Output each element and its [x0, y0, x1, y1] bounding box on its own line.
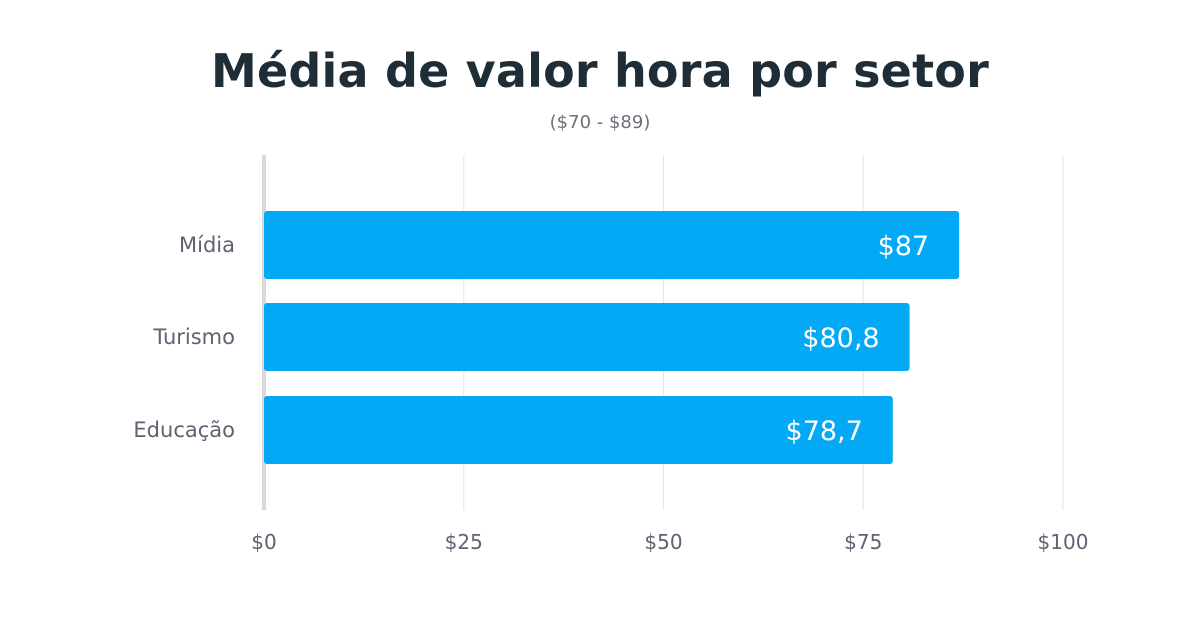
x-tick-label: $75 — [844, 530, 882, 554]
bar-value-label: $87 — [878, 231, 930, 262]
x-tick-label: $0 — [251, 530, 276, 554]
bar — [264, 303, 910, 371]
x-tick-label: $100 — [1038, 530, 1089, 554]
chart-subtitle: ($70 - $89) — [549, 112, 651, 133]
bar-value-label: $80,8 — [802, 323, 879, 354]
chart-title: Média de valor hora por setor — [211, 44, 989, 98]
x-tick-label: $25 — [445, 530, 483, 554]
x-tick-label: $50 — [644, 530, 682, 554]
bar — [264, 396, 893, 464]
category-label: Turismo — [152, 325, 235, 349]
category-label: Mídia — [179, 233, 235, 257]
category-label: Educação — [133, 418, 235, 442]
bar — [264, 211, 960, 279]
bar-value-label: $78,7 — [786, 416, 863, 447]
